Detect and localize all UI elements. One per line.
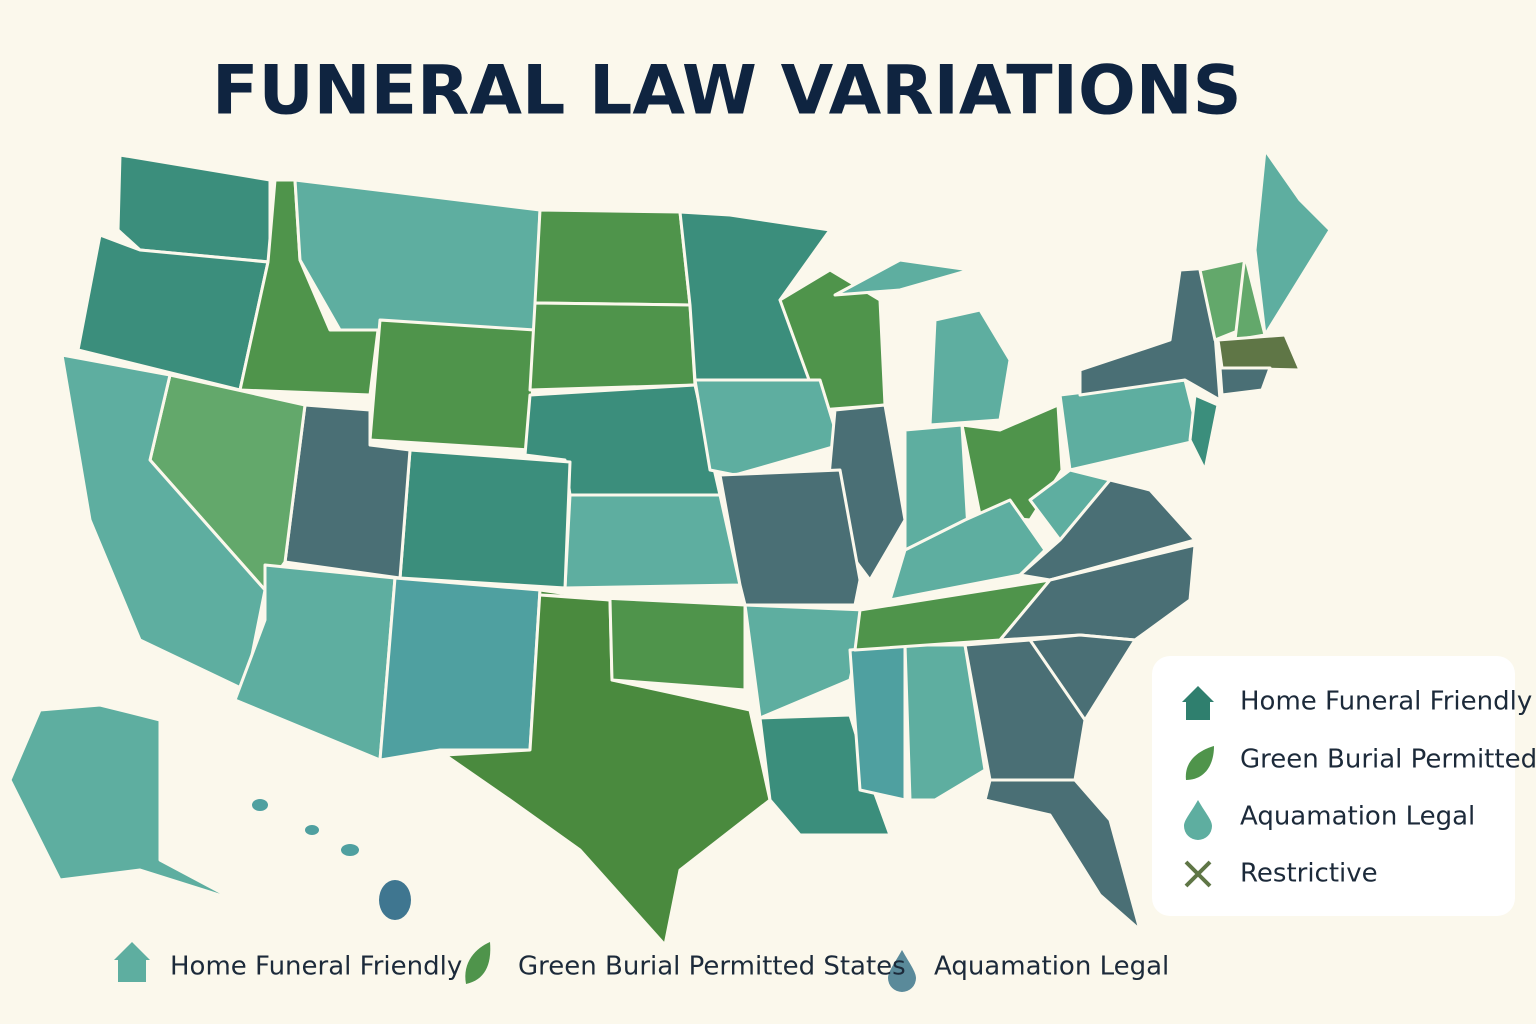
house-icon bbox=[1182, 686, 1214, 720]
legend: Home Funeral Friendly Green Burial Permi… bbox=[1152, 656, 1536, 916]
bottom-legend-label: Home Funeral Friendly bbox=[170, 952, 462, 982]
legend-box bbox=[1152, 656, 1515, 916]
title: FUNERAL LAW VARIATIONS bbox=[212, 52, 1242, 131]
leaf-icon bbox=[465, 942, 491, 984]
legend-label: Home Funeral Friendly bbox=[1240, 687, 1532, 717]
drop-icon bbox=[888, 950, 916, 992]
bottom-legend-label: Aquamation Legal bbox=[934, 952, 1169, 982]
legend-label: Restrictive bbox=[1240, 859, 1378, 889]
legend-label: Aquamation Legal bbox=[1240, 802, 1475, 832]
x-icon bbox=[1184, 860, 1212, 888]
bottom-legend: Home Funeral Friendly Green Burial Permi… bbox=[114, 942, 1169, 992]
leaf-icon bbox=[1185, 746, 1214, 780]
legend-label: Green Burial Permitted bbox=[1240, 745, 1536, 775]
drop-icon bbox=[1184, 800, 1212, 840]
us-map bbox=[8, 148, 1332, 947]
bottom-legend-label: Green Burial Permitted States bbox=[518, 952, 906, 982]
house-icon bbox=[114, 942, 150, 982]
